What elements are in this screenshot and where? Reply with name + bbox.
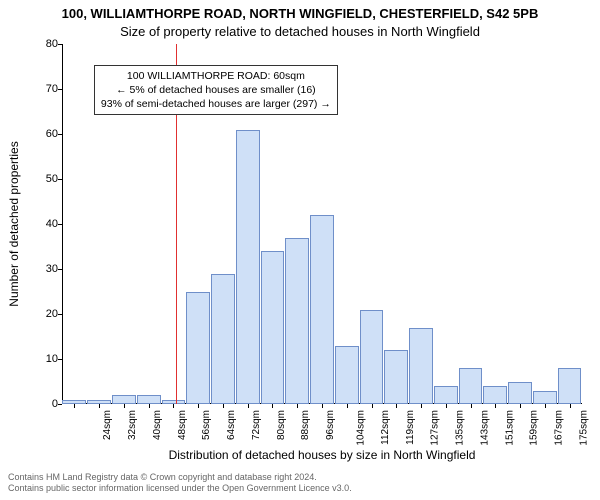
x-tick-mark (223, 404, 224, 408)
histogram-bar (112, 395, 136, 404)
y-tick-mark (58, 89, 62, 90)
histogram-bar (558, 368, 582, 404)
x-tick-mark (545, 404, 546, 408)
y-tick-mark (58, 269, 62, 270)
y-tick-label: 20 (28, 308, 58, 320)
histogram-bar (459, 368, 483, 404)
y-tick-label: 50 (28, 173, 58, 185)
x-tick-label: 96sqm (325, 410, 336, 440)
x-tick-mark (495, 404, 496, 408)
y-tick-mark (58, 404, 62, 405)
x-tick-label: 175sqm (578, 410, 589, 446)
histogram-bar (310, 215, 334, 404)
chart-subtitle: Size of property relative to detached ho… (0, 24, 600, 39)
histogram-bar (236, 130, 260, 405)
x-tick-mark (297, 404, 298, 408)
x-tick-label: 112sqm (380, 410, 391, 445)
histogram-bar (186, 292, 210, 405)
y-tick-label: 40 (28, 218, 58, 230)
x-tick-mark (421, 404, 422, 408)
histogram-bar (285, 238, 309, 405)
x-tick-label: 80sqm (276, 410, 287, 440)
y-tick-label: 0 (28, 398, 58, 410)
annotation-line: 93% of semi-detached houses are larger (… (101, 97, 331, 111)
x-tick-mark (173, 404, 174, 408)
annotation-line: ← 5% of detached houses are smaller (16) (101, 83, 331, 97)
histogram-bar (533, 391, 557, 405)
x-tick-label: 159sqm (529, 410, 540, 446)
y-tick-label: 80 (28, 38, 58, 50)
histogram-bar (483, 386, 507, 404)
copyright-footer: Contains HM Land Registry data © Crown c… (8, 472, 352, 495)
x-tick-label: 24sqm (102, 410, 113, 440)
x-tick-label: 48sqm (177, 410, 188, 440)
x-tick-label: 143sqm (479, 410, 490, 446)
y-tick-mark (58, 44, 62, 45)
y-tick-mark (58, 179, 62, 180)
x-tick-label: 72sqm (251, 410, 262, 440)
x-tick-label: 167sqm (554, 410, 565, 446)
histogram-bar (508, 382, 532, 405)
histogram-bar (335, 346, 359, 405)
annotation-box: 100 WILLIAMTHORPE ROAD: 60sqm← 5% of det… (94, 65, 338, 116)
histogram-bar (434, 386, 458, 404)
x-tick-mark (272, 404, 273, 408)
y-tick-mark (58, 359, 62, 360)
y-tick-mark (58, 224, 62, 225)
y-tick-mark (58, 314, 62, 315)
x-tick-mark (124, 404, 125, 408)
x-tick-mark (446, 404, 447, 408)
x-tick-label: 88sqm (300, 410, 311, 440)
x-tick-mark (149, 404, 150, 408)
x-tick-mark (322, 404, 323, 408)
x-tick-mark (198, 404, 199, 408)
annotation-line: 100 WILLIAMTHORPE ROAD: 60sqm (101, 69, 331, 83)
x-tick-label: 151sqm (504, 410, 515, 446)
histogram-bar (409, 328, 433, 405)
x-tick-label: 119sqm (404, 410, 415, 445)
histogram-bar (261, 251, 285, 404)
histogram-plot: Number of detached properties Distributi… (62, 44, 582, 404)
x-tick-mark (347, 404, 348, 408)
y-axis-label: Number of detached properties (7, 141, 21, 306)
y-tick-label: 30 (28, 263, 58, 275)
x-tick-mark (372, 404, 373, 408)
footer-line-2: Contains public sector information licen… (8, 483, 352, 494)
x-tick-label: 56sqm (201, 410, 212, 440)
y-tick-mark (58, 134, 62, 135)
x-tick-label: 135sqm (455, 410, 466, 446)
histogram-bar (384, 350, 408, 404)
x-tick-mark (570, 404, 571, 408)
histogram-bar (360, 310, 384, 405)
y-tick-label: 60 (28, 128, 58, 140)
address-title: 100, WILLIAMTHORPE ROAD, NORTH WINGFIELD… (0, 6, 600, 21)
y-tick-label: 70 (28, 83, 58, 95)
x-tick-label: 40sqm (152, 410, 163, 440)
footer-line-1: Contains HM Land Registry data © Crown c… (8, 472, 352, 483)
x-tick-mark (74, 404, 75, 408)
histogram-bar (137, 395, 161, 404)
histogram-bar (211, 274, 235, 405)
y-tick-label: 10 (28, 353, 58, 365)
x-tick-mark (520, 404, 521, 408)
x-tick-mark (396, 404, 397, 408)
x-tick-mark (99, 404, 100, 408)
x-axis-label: Distribution of detached houses by size … (62, 448, 582, 462)
x-tick-mark (471, 404, 472, 408)
x-tick-mark (248, 404, 249, 408)
x-tick-label: 64sqm (226, 410, 237, 440)
x-tick-label: 127sqm (430, 410, 441, 446)
x-tick-label: 32sqm (127, 410, 138, 440)
x-tick-label: 104sqm (356, 410, 367, 446)
